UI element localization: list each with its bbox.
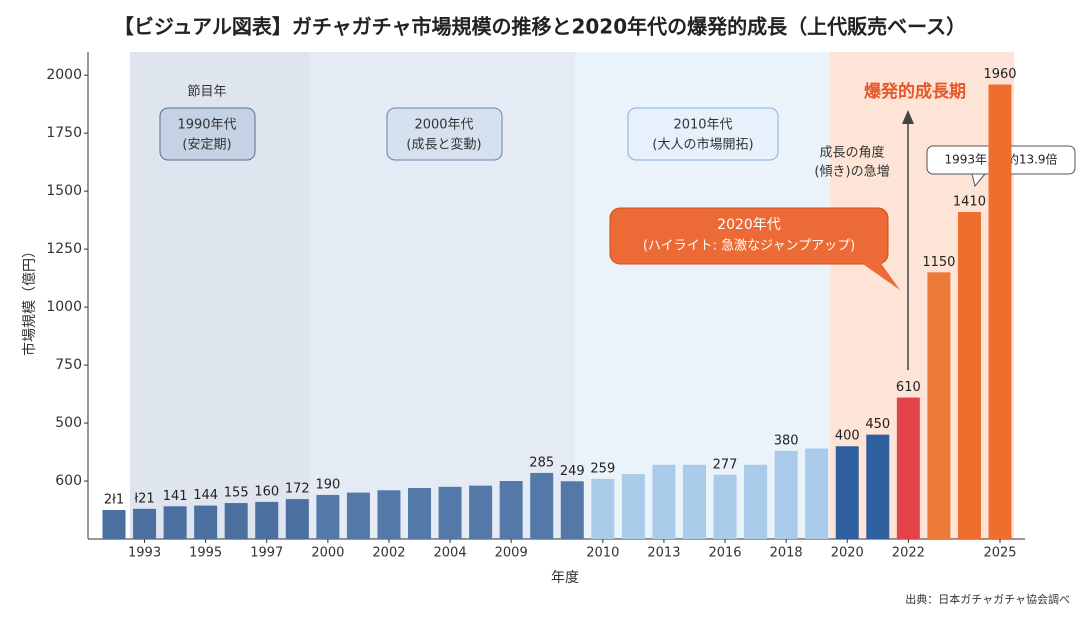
bar: [163, 506, 187, 539]
bar: [774, 450, 798, 539]
callout-tail: [971, 173, 987, 188]
y-tick-label: 500: [55, 415, 82, 431]
bar: [805, 448, 829, 539]
era-band: [830, 52, 1014, 539]
bar: [346, 492, 370, 539]
bar: [438, 486, 462, 539]
value-label: 1410: [953, 195, 986, 210]
value-label: 144: [193, 488, 218, 503]
arrow-head: [902, 110, 914, 124]
bar: [988, 84, 1012, 539]
bar: [316, 494, 340, 539]
y-tick-label: 1250: [46, 241, 82, 257]
bar: [530, 472, 554, 539]
bar: [896, 397, 920, 539]
value-label: 1960: [983, 67, 1016, 82]
bar: [713, 474, 737, 539]
bar: [255, 501, 279, 539]
bar: [652, 464, 676, 539]
annotation: (成長と変動): [406, 137, 481, 153]
y-tick-label: 1750: [46, 125, 82, 141]
y-axis-label: 市場規模（億円）: [21, 244, 38, 356]
bar: [408, 487, 432, 539]
bar: [469, 485, 493, 539]
value-label: ł21: [134, 491, 154, 506]
x-tick-label: 2020: [831, 546, 864, 561]
era-box: [159, 107, 256, 161]
value-label: 160: [254, 484, 279, 499]
x-tick-label: 2009: [495, 546, 528, 561]
bar: [591, 478, 615, 539]
annotation: 爆発的成長期: [864, 81, 966, 102]
bar: [560, 481, 584, 539]
value-label: 155: [224, 486, 249, 501]
x-tick-label: 1995: [189, 546, 222, 561]
bar: [682, 464, 706, 539]
x-axis-label: 年度: [551, 570, 579, 586]
annotation: 2010年代: [673, 118, 732, 133]
highlight-box: [609, 207, 889, 265]
value-label: 249: [560, 464, 585, 479]
value-label: 277: [713, 457, 738, 472]
x-tick-label: 2025: [983, 546, 1016, 561]
annotation: 成長の角度: [819, 145, 884, 161]
y-tick-label: 1000: [46, 299, 82, 315]
value-label: 380: [774, 433, 799, 448]
bar: [194, 505, 218, 539]
value-label: 172: [285, 482, 310, 497]
bar: [102, 510, 126, 539]
x-tick-label: 2002: [372, 546, 405, 561]
annotation: 節目年: [187, 85, 226, 100]
bar: [835, 446, 859, 539]
era-box: [386, 107, 503, 161]
bar: [285, 499, 309, 539]
annotation: 2020年代: [717, 217, 781, 233]
x-tick-label: 1993: [128, 546, 161, 561]
x-tick-label: 2016: [708, 546, 741, 561]
annotation: 1990年代: [177, 118, 236, 133]
bar: [377, 490, 401, 539]
x-tick-label: 2000: [311, 546, 344, 561]
x-tick-label: 2018: [770, 546, 803, 561]
bar: [499, 481, 523, 539]
value-label: 2ł1: [104, 493, 124, 508]
x-tick-label: 2004: [434, 546, 467, 561]
y-tick-label: 1500: [46, 183, 82, 199]
source: 出典：日本ガチャガチャ協会調べ: [905, 592, 1070, 606]
annotation: (ハイライト: 急激なジャンプアップ): [643, 239, 855, 254]
value-label: 141: [163, 489, 188, 504]
bar: [224, 503, 248, 539]
x-tick-label: 2022: [892, 546, 925, 561]
value-label: 450: [865, 417, 890, 432]
value-label: 1150: [922, 255, 955, 270]
value-label: 610: [896, 380, 921, 395]
value-label: 190: [315, 477, 340, 492]
bar: [621, 474, 645, 539]
chart-title: 【ビジュアル図表】ガチャガチャ市場規模の推移と2020年代の爆発的成長（上代販売…: [114, 15, 966, 39]
value-label: 285: [529, 455, 554, 470]
x-tick-label: 2010: [586, 546, 619, 561]
callout-tail: [860, 262, 900, 290]
x-tick-label: 2013: [647, 546, 680, 561]
bar: [957, 212, 981, 539]
y-tick-label: 600: [55, 473, 82, 489]
annotation: (傾き)の急増: [814, 165, 889, 180]
annotation: 2000年代: [414, 118, 473, 133]
era-box: [627, 107, 779, 161]
y-tick-label: 750: [55, 357, 82, 373]
annotation: (安定期): [182, 138, 231, 153]
bar: [744, 464, 768, 539]
value-label: 259: [590, 461, 615, 476]
y-tick-label: 2000: [46, 67, 82, 83]
bar: [927, 272, 951, 539]
bar: [133, 508, 157, 539]
bar: [866, 434, 890, 539]
annotation: (大人の市場開拓): [652, 137, 753, 153]
value-label: 400: [835, 429, 860, 444]
x-tick-label: 1997: [250, 546, 283, 561]
